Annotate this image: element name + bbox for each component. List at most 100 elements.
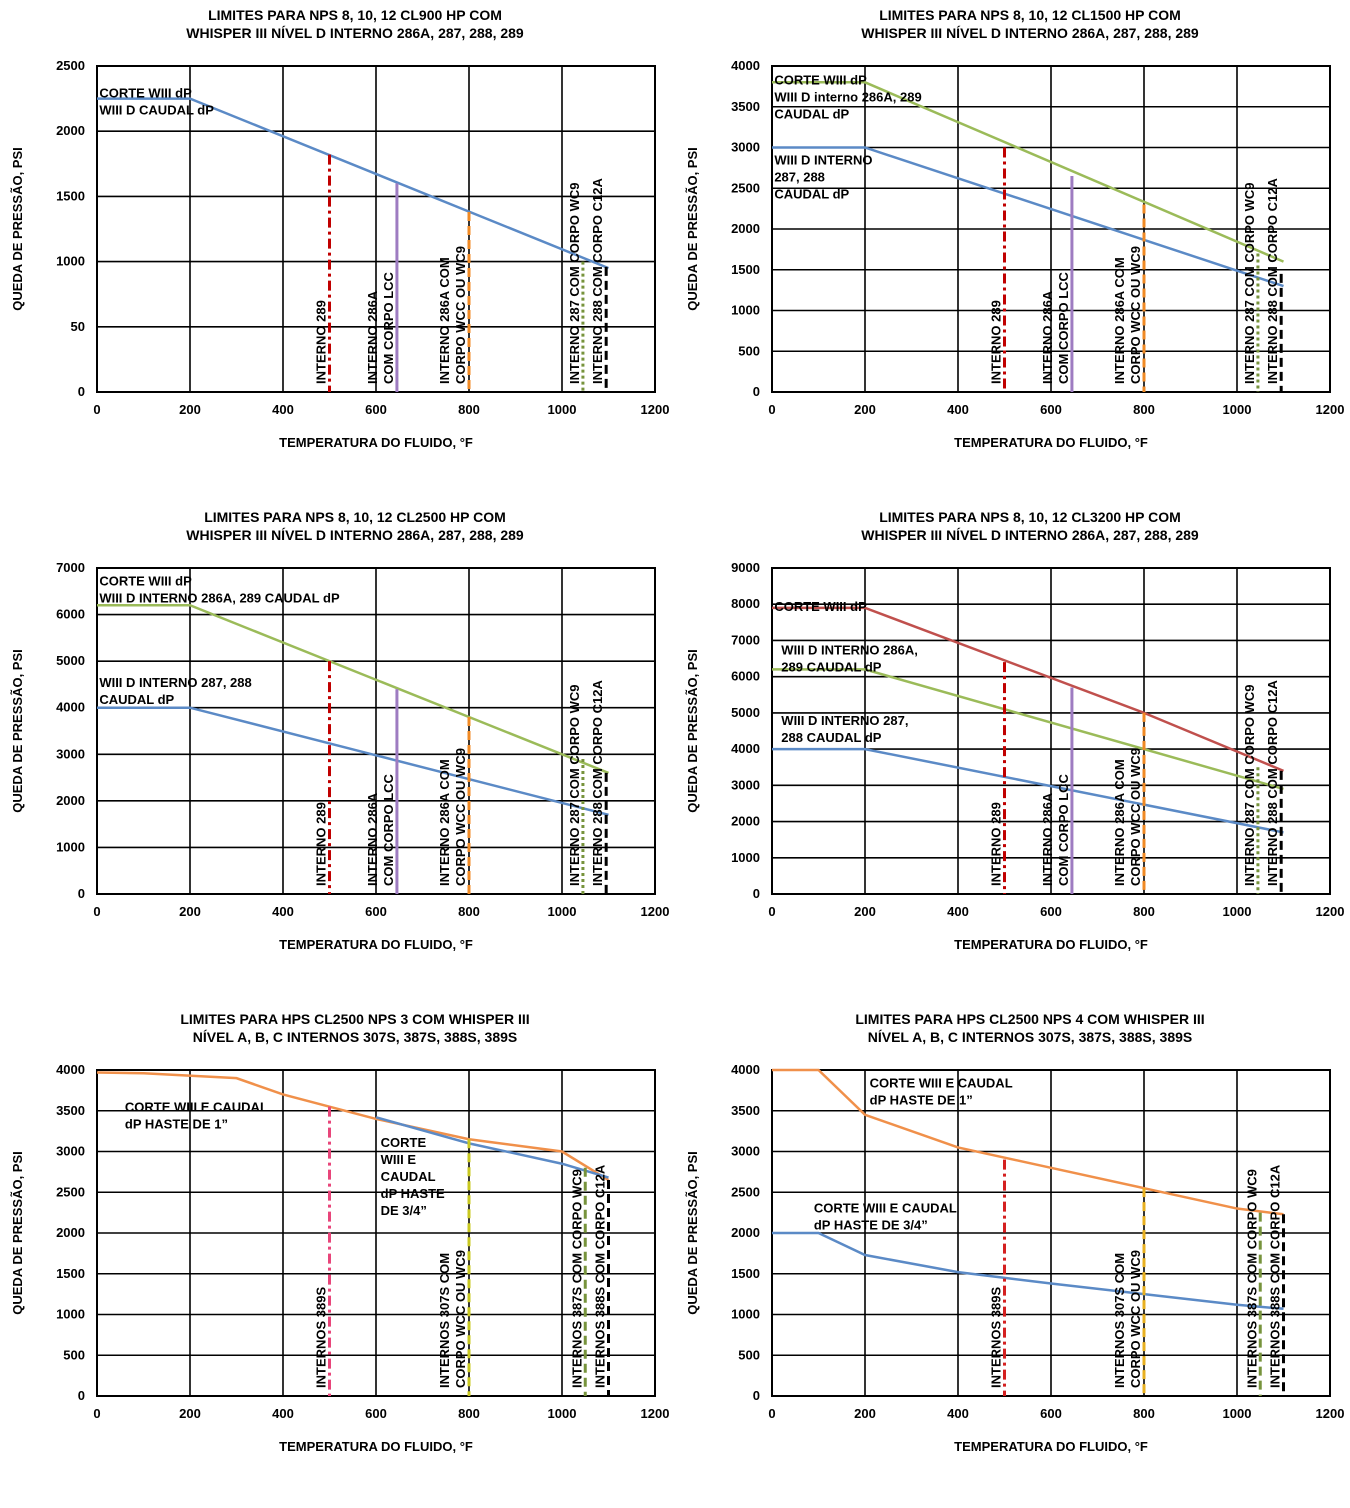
y-tick-label: 1500 xyxy=(731,262,760,277)
x-tick-label: 1000 xyxy=(1223,1406,1252,1421)
limit-label: CORPO WCC OU WC9 xyxy=(453,1250,468,1388)
limit-label: INTERNOS 389S xyxy=(314,1287,329,1388)
annotation: CAUDAL dP xyxy=(774,107,849,122)
x-tick-label: 400 xyxy=(272,402,294,417)
x-tick-label: 800 xyxy=(458,402,480,417)
limit-label: INTERNOS 307S COM xyxy=(1112,1253,1127,1388)
y-tick-label: 2500 xyxy=(56,1184,85,1199)
x-tick-label: 400 xyxy=(947,402,969,417)
limit-label: COM CORPO LCC xyxy=(1056,773,1071,886)
x-tick-label: 600 xyxy=(365,1406,387,1421)
annotation: CORTE WIII E CAUDAL xyxy=(125,1099,268,1114)
x-tick-label: 400 xyxy=(272,904,294,919)
annotation: dP HASTE DE 1” xyxy=(870,1093,973,1108)
x-tick-label: 800 xyxy=(458,904,480,919)
x-tick-label: 1000 xyxy=(548,904,577,919)
chart-panel: LIMITES PARA NPS 8, 10, 12 CL3200 HP COM… xyxy=(685,509,1344,952)
chart-panel: LIMITES PARA NPS 8, 10, 12 CL1500 HP COM… xyxy=(685,7,1344,450)
series-line xyxy=(772,81,1284,263)
y-tick-label: 6000 xyxy=(56,607,85,622)
y-tick-label: 2000 xyxy=(56,123,85,138)
x-tick-label: 1200 xyxy=(641,402,670,417)
limit-label: CORPO WCC OU WC9 xyxy=(453,246,468,384)
limit-label: INTERNO 287 COM CORPO WC9 xyxy=(567,684,582,886)
series-line xyxy=(772,1231,1284,1311)
y-tick-label: 2000 xyxy=(731,1225,760,1240)
annotation: 288 CAUDAL dP xyxy=(781,730,882,745)
y-tick-label: 3500 xyxy=(56,1103,85,1118)
y-tick-label: 7000 xyxy=(56,560,85,575)
limit-label: INTERNO 289 xyxy=(314,802,329,886)
limit-label: INTERNO 286A COM xyxy=(1112,759,1127,886)
x-tick-label: 800 xyxy=(1133,904,1155,919)
annotation: WIII D INTERNO 286A, 289 CAUDAL dP xyxy=(99,591,340,606)
annotation: CORTE WIII E CAUDAL xyxy=(870,1076,1013,1091)
y-axis-label: QUEDA DE PRESSÃO, PSI xyxy=(685,1151,700,1315)
y-tick-label: 4000 xyxy=(731,1062,760,1077)
limit-label: INTERNO 287 COM CORPO WC9 xyxy=(1242,684,1257,886)
y-tick-label: 3000 xyxy=(56,746,85,761)
x-tick-label: 0 xyxy=(93,402,100,417)
y-tick-label: 50 xyxy=(71,319,85,334)
chart-title: LIMITES PARA NPS 8, 10, 12 CL1500 HP COM xyxy=(879,7,1181,23)
y-axis-label: QUEDA DE PRESSÃO, PSI xyxy=(10,649,25,813)
limit-label: INTERNO 287 COM CORPO WC9 xyxy=(1242,182,1257,384)
y-tick-label: 5000 xyxy=(731,705,760,720)
series-line xyxy=(97,604,609,775)
y-tick-label: 1500 xyxy=(56,188,85,203)
limit-label: INTERNOS 307S COM xyxy=(437,1253,452,1388)
y-tick-label: 3000 xyxy=(56,1144,85,1159)
annotation: WIII D interno 286A, 289 xyxy=(774,90,921,105)
annotation: WIII D INTERNO xyxy=(774,152,872,167)
annotation: WIII D INTERNO 287, 288 xyxy=(99,675,251,690)
y-tick-label: 0 xyxy=(78,384,85,399)
y-tick-label: 3500 xyxy=(731,1103,760,1118)
limit-label: INTERNO 286A COM xyxy=(437,257,452,384)
y-tick-label: 2500 xyxy=(56,58,85,73)
chart-title: WHISPER III NÍVEL D INTERNO 286A, 287, 2… xyxy=(186,527,524,543)
x-tick-label: 600 xyxy=(1040,402,1062,417)
y-tick-label: 2000 xyxy=(731,221,760,236)
series-line xyxy=(772,146,1284,288)
limit-label: CORPO WCC OU WC9 xyxy=(1128,246,1143,384)
series-line xyxy=(97,706,609,817)
annotation: WIII D INTERNO 286A, xyxy=(781,642,918,657)
annotation: CAUDAL xyxy=(381,1169,436,1184)
chart-title: LIMITES PARA HPS CL2500 NPS 3 COM WHISPE… xyxy=(180,1011,529,1027)
chart-panel: LIMITES PARA NPS 8, 10, 12 CL2500 HP COM… xyxy=(10,509,669,952)
x-tick-label: 800 xyxy=(1133,1406,1155,1421)
x-tick-label: 0 xyxy=(768,402,775,417)
chart-panel: LIMITES PARA HPS CL2500 NPS 3 COM WHISPE… xyxy=(10,1011,669,1454)
limit-label: CORPO WCC OU WC9 xyxy=(1128,1250,1143,1388)
x-tick-label: 1000 xyxy=(1223,904,1252,919)
x-tick-label: 600 xyxy=(365,402,387,417)
y-tick-label: 2000 xyxy=(56,1225,85,1240)
chart-title: WHISPER III NÍVEL D INTERNO 286A, 287, 2… xyxy=(861,25,1199,41)
limit-label: INTERNOS 388S COM CORPO C12A xyxy=(593,1164,608,1388)
annotation: CORTE WIII dP xyxy=(99,86,192,101)
limit-label: CORPO WCC OU WC9 xyxy=(1128,748,1143,886)
annotation: CORTE WIII dP xyxy=(99,574,192,589)
limit-label: INTERNO 286A COM xyxy=(437,759,452,886)
x-axis-label: TEMPERATURA DO FLUIDO, °F xyxy=(954,1439,1148,1454)
y-tick-label: 2000 xyxy=(731,814,760,829)
x-tick-label: 1000 xyxy=(548,402,577,417)
y-tick-label: 1500 xyxy=(731,1266,760,1281)
annotation: 289 CAUDAL dP xyxy=(781,659,882,674)
x-tick-label: 200 xyxy=(854,904,876,919)
y-tick-label: 3500 xyxy=(731,99,760,114)
limit-label: COM CORPO LCC xyxy=(381,271,396,384)
y-tick-label: 0 xyxy=(753,1388,760,1403)
x-tick-label: 0 xyxy=(768,1406,775,1421)
y-tick-label: 4000 xyxy=(56,1062,85,1077)
y-tick-label: 5000 xyxy=(56,653,85,668)
y-tick-label: 0 xyxy=(78,886,85,901)
y-tick-label: 8000 xyxy=(731,596,760,611)
y-tick-label: 0 xyxy=(753,384,760,399)
y-tick-label: 4000 xyxy=(731,741,760,756)
annotation: 287, 288 xyxy=(774,169,825,184)
y-tick-label: 3000 xyxy=(731,140,760,155)
x-tick-label: 400 xyxy=(947,1406,969,1421)
x-tick-label: 200 xyxy=(179,1406,201,1421)
